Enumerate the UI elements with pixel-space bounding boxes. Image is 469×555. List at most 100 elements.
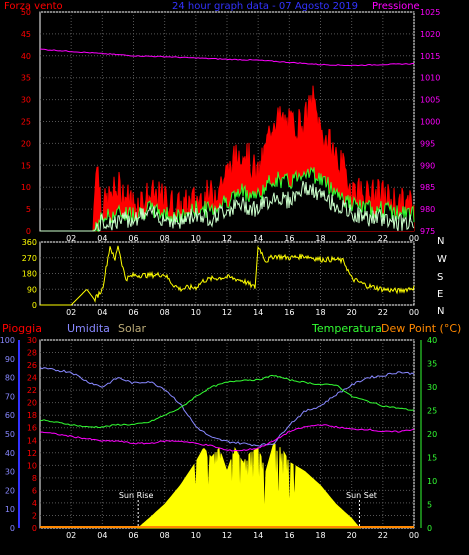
x-tick-label: 08 <box>160 234 170 243</box>
x-tick-label: 04 <box>97 308 107 317</box>
temp-tick-label: 35 <box>427 360 437 369</box>
temp-tick-label: 15 <box>427 454 437 463</box>
temp-tick-label: 10 <box>427 477 437 486</box>
rain-tick-label: 6 <box>32 486 37 495</box>
x-tick-label: 00 <box>409 531 419 540</box>
sunset-label: Sun Set <box>346 491 377 500</box>
temp-tick-label: 0 <box>427 524 432 533</box>
x-tick-label: 22 <box>378 308 388 317</box>
y-tick-label: 10 <box>21 183 31 192</box>
x-tick-label: 22 <box>378 234 388 243</box>
rain-tick-label: 30 <box>27 336 37 345</box>
wind-pressure-chart: 0510152025303540455097598098599099510001… <box>4 1 440 243</box>
y-right-tick-label: 980 <box>420 205 435 214</box>
rain-tick-label: 22 <box>27 386 37 395</box>
temp-tick-label: 25 <box>427 407 437 416</box>
x-tick-label: 06 <box>128 234 138 243</box>
temp-chart-axes: 0246810121416182022242628300102030405060… <box>0 336 437 540</box>
y-tick-label: 35 <box>21 74 31 83</box>
y-right-tick-label: 995 <box>420 139 435 148</box>
x-tick-label: 10 <box>191 308 201 317</box>
pressure-line <box>39 48 414 67</box>
wind-direction-line <box>40 245 415 306</box>
wind-force-label: Forza vento <box>4 1 63 12</box>
temp-tick-label: 40 <box>427 336 437 345</box>
rain-tick-label: 8 <box>32 474 37 483</box>
temp-chart-marks <box>39 366 415 529</box>
wind-speed-line <box>40 180 415 232</box>
humidity-tick-label: 60 <box>5 411 15 420</box>
y-tick-label: 5 <box>26 205 31 214</box>
y-tick-label: 0 <box>32 301 37 310</box>
humidity-tick-label: 40 <box>5 449 15 458</box>
x-tick-label: 00 <box>409 234 419 243</box>
y-tick-label: 270 <box>22 254 37 263</box>
x-tick-label: 18 <box>315 531 325 540</box>
x-tick-label: 16 <box>284 531 294 540</box>
wind-chart-axes: 0510152025303540455097598098599099510001… <box>21 8 441 243</box>
x-tick-label: 02 <box>66 308 76 317</box>
y-right-tick-label: 985 <box>420 183 435 192</box>
humidity-tick-label: 20 <box>5 486 15 495</box>
temp-tick-label: 30 <box>427 383 437 392</box>
y-tick-label: 90 <box>27 285 37 294</box>
humidity-tick-label: 10 <box>5 505 15 514</box>
solar-label: Solar <box>118 322 147 335</box>
humidity-label: Umidita <box>67 322 110 335</box>
rain-tick-label: 10 <box>27 461 37 470</box>
temp-tick-label: 5 <box>427 501 432 510</box>
humidity-tick-label: 0 <box>10 524 15 533</box>
y-tick-label: 45 <box>21 30 31 39</box>
x-tick-label: 16 <box>284 308 294 317</box>
x-tick-label: 14 <box>253 308 263 317</box>
x-tick-label: 12 <box>222 308 232 317</box>
humidity-tick-label: 70 <box>5 392 15 401</box>
humidity-tick-label: 100 <box>0 336 15 345</box>
dewpoint-label: Dew Point (°C) <box>381 322 461 335</box>
x-tick-label: 14 <box>253 531 263 540</box>
dewpoint-line <box>39 424 415 452</box>
humidity-tick-label: 90 <box>5 355 15 364</box>
x-tick-label: 20 <box>347 531 357 540</box>
x-tick-label: 20 <box>347 308 357 317</box>
y-right-tick-label: 990 <box>420 161 435 170</box>
temp-tick-label: 20 <box>427 430 437 439</box>
y-right-tick-label: 975 <box>420 227 435 236</box>
compass-label: N <box>437 306 444 317</box>
chart-title: 24 hour graph data - 07 Agosto 2019 <box>172 1 358 12</box>
x-tick-label: 02 <box>66 531 76 540</box>
temperature-label: Temperatura <box>311 322 382 335</box>
x-tick-label: 02 <box>66 234 76 243</box>
rain-tick-label: 26 <box>27 361 37 370</box>
humidity-tick-label: 80 <box>5 374 15 383</box>
temperature-line <box>39 374 415 429</box>
humidity-line <box>39 366 415 447</box>
rain-tick-label: 24 <box>27 374 37 383</box>
direction-chart-grid <box>40 241 415 306</box>
rain-tick-label: 14 <box>27 436 37 445</box>
sunrise-label: Sun Rise <box>119 491 154 500</box>
rain-tick-label: 0 <box>32 524 37 533</box>
wind-chart-marks <box>39 48 415 233</box>
rain-tick-label: 28 <box>27 349 37 358</box>
rain-tick-label: 4 <box>32 499 37 508</box>
x-tick-label: 10 <box>191 234 201 243</box>
y-tick-label: 180 <box>22 270 37 279</box>
rain-tick-label: 12 <box>27 449 37 458</box>
humidity-tick-label: 30 <box>5 468 15 477</box>
rain-tick-label: 18 <box>27 411 37 420</box>
y-tick-label: 30 <box>21 96 31 105</box>
y-right-tick-label: 1010 <box>420 74 440 83</box>
x-tick-label: 20 <box>347 234 357 243</box>
humidity-tick-label: 50 <box>5 430 15 439</box>
y-right-tick-label: 1000 <box>420 118 440 127</box>
compass-label: W <box>437 254 447 265</box>
y-right-tick-label: 1015 <box>420 52 440 61</box>
rain-tick-label: 2 <box>32 511 37 520</box>
rain-tick-label: 20 <box>27 399 37 408</box>
y-tick-label: 50 <box>21 8 31 17</box>
compass-label: N <box>437 236 444 247</box>
